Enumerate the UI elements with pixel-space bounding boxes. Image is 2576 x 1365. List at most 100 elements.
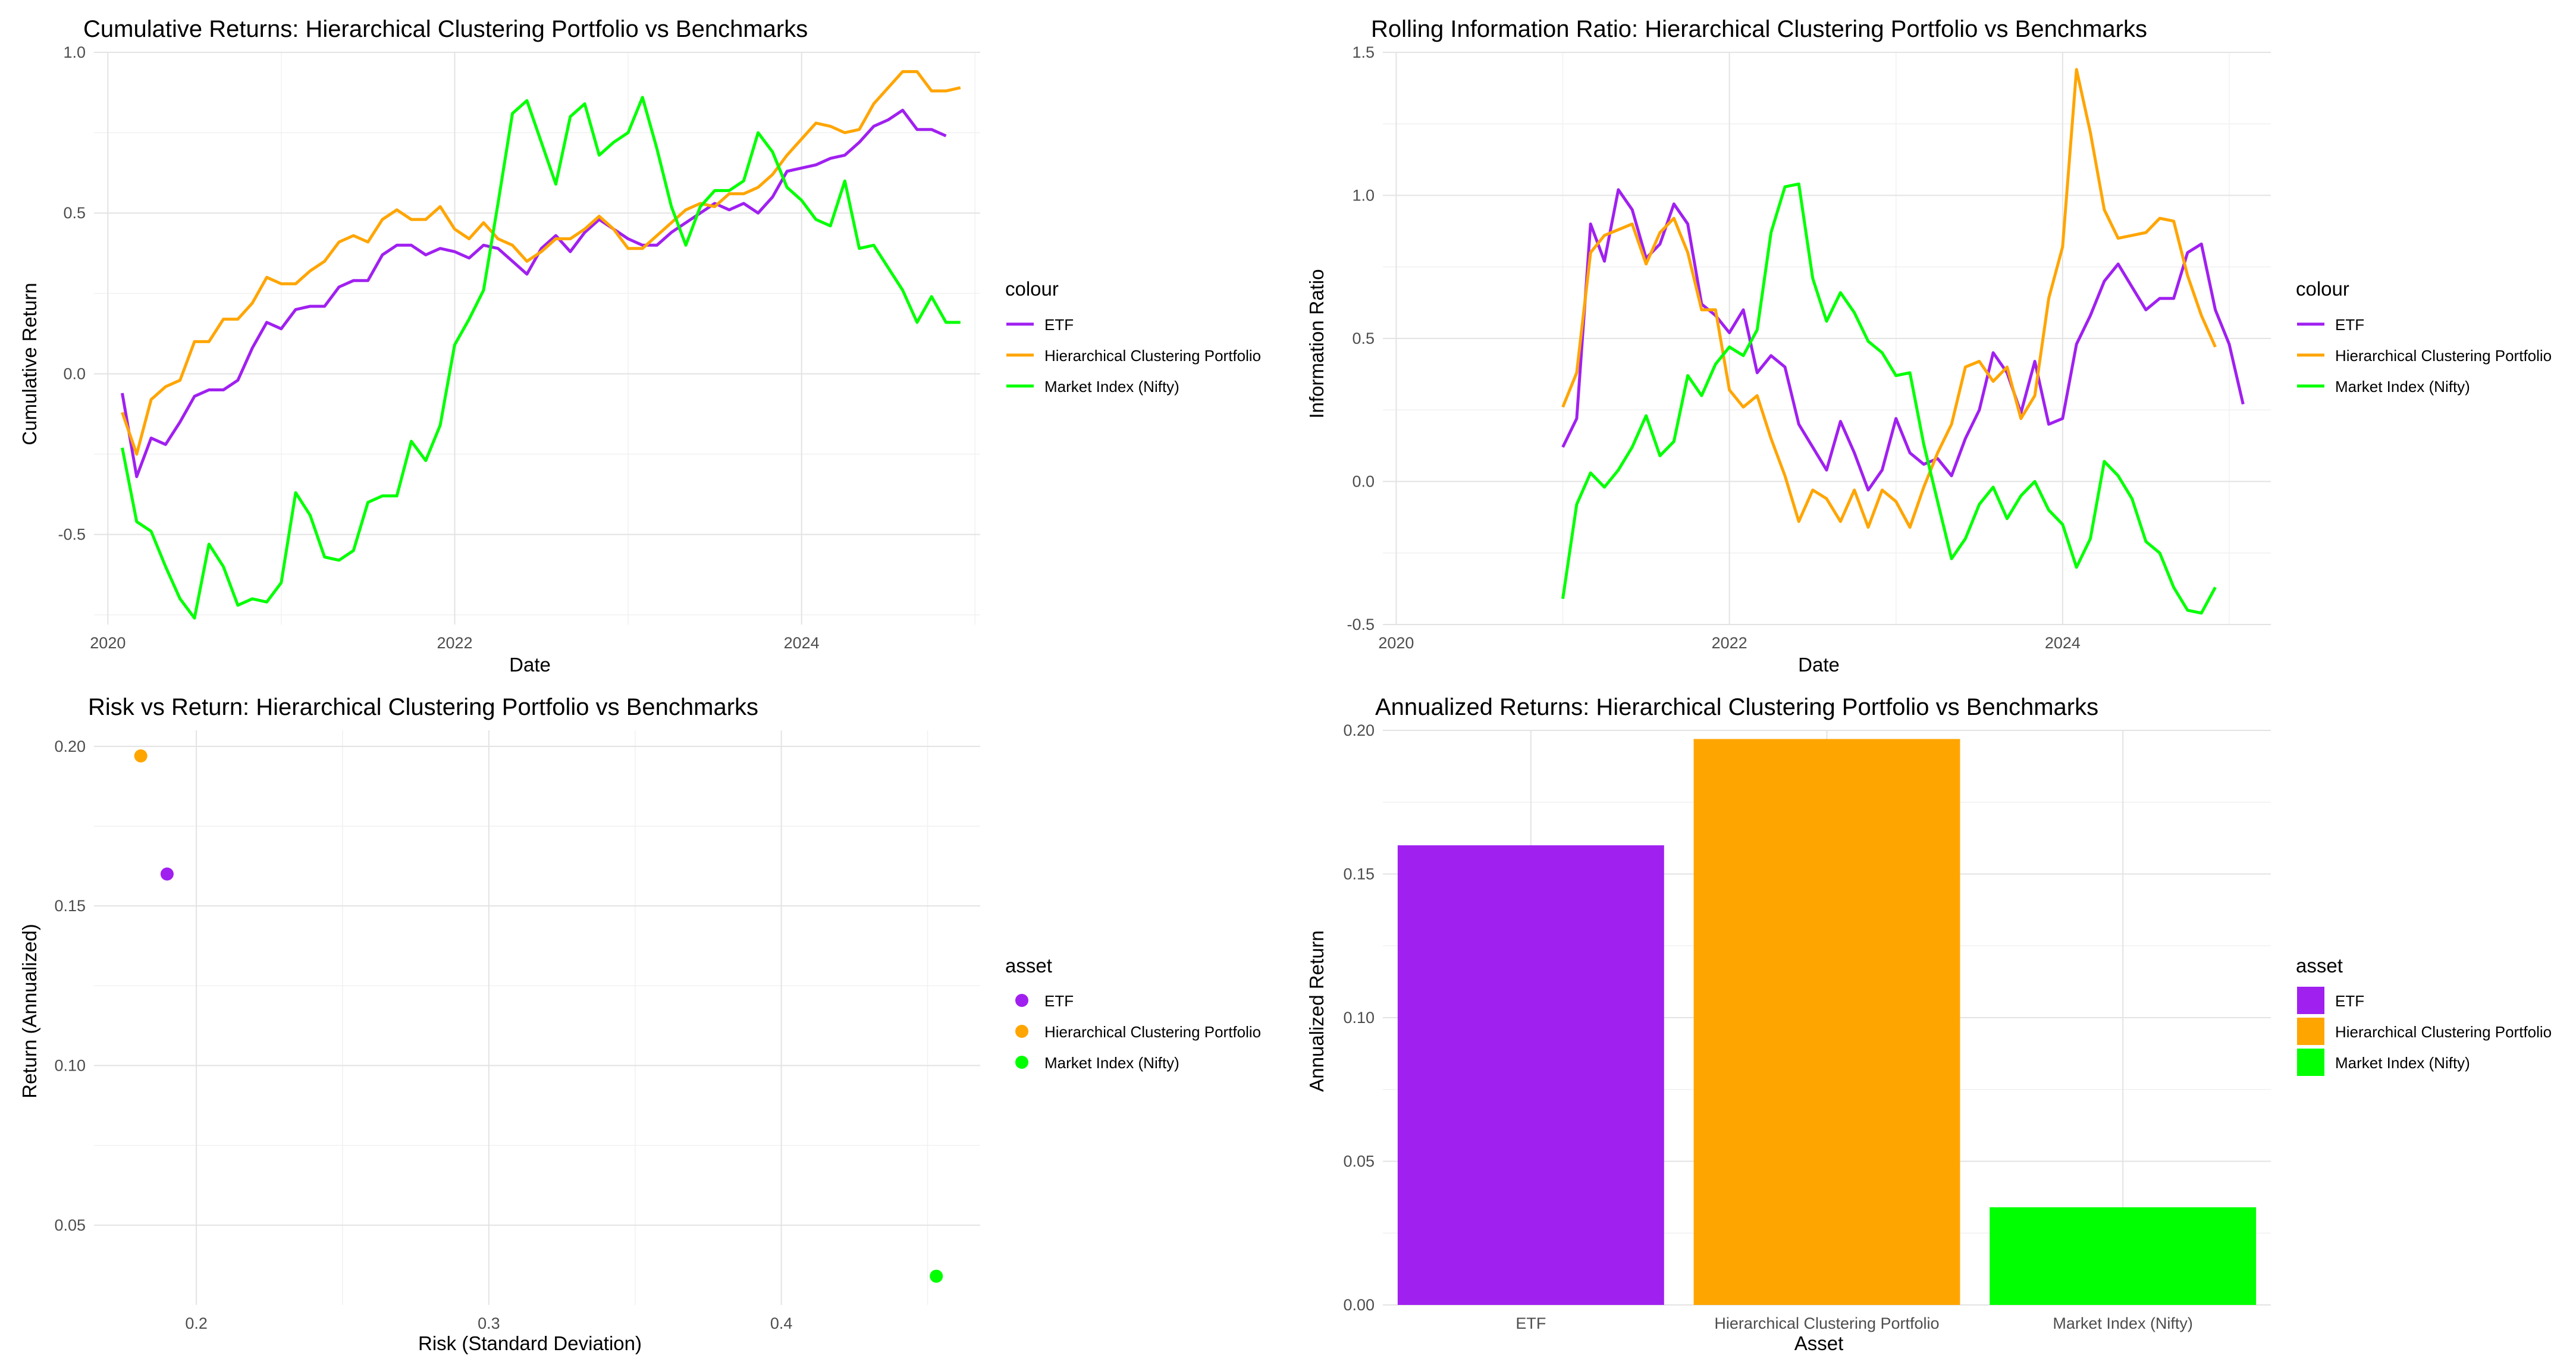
legend-entry: ETF: [2297, 987, 2364, 1014]
y-tick-label: 0.05: [1343, 1153, 1375, 1171]
series-line: [121, 108, 947, 478]
legend-entry: ETF: [2297, 316, 2364, 334]
legend-label: ETF: [2335, 316, 2364, 334]
y-axis-label: Return (Annualized): [18, 924, 40, 1099]
y-tick-label: 0.10: [54, 1057, 86, 1075]
y-axis-label: Information Ratio: [1306, 269, 1328, 418]
legend-title: asset: [2296, 955, 2343, 977]
y-tick-label: 0.10: [1343, 1009, 1375, 1027]
x-tick-label: 0.3: [478, 1314, 500, 1332]
legend-label: Hierarchical Clustering Portfolio: [1044, 347, 1261, 365]
x-tick-labels: 2020 2022 2024: [90, 634, 819, 652]
legend-label: Hierarchical Clustering Portfolio: [2335, 1023, 2552, 1041]
x-tick-label: 2020: [90, 634, 125, 652]
legend: asset ETF Hierarchical Clustering Portfo…: [1005, 955, 1261, 1072]
legend-key-point: [1015, 994, 1028, 1007]
series-line: [1561, 188, 2245, 492]
x-tick-label: Hierarchical Clustering Portfolio: [1714, 1314, 1939, 1332]
scatter-point: [160, 867, 174, 881]
bar: [1693, 739, 1960, 1305]
panel-title: Rolling Information Ratio: Hierarchical …: [1371, 16, 2147, 42]
panel-information-ratio: Rolling Information Ratio: Hierarchical …: [1306, 16, 2552, 676]
y-tick-label: 0.15: [54, 897, 86, 915]
series-lines: [121, 70, 961, 620]
panel-risk-return: Risk vs Return: Hierarchical Clustering …: [18, 694, 1261, 1354]
y-tick-label: 0.00: [1343, 1296, 1375, 1314]
legend: colour ETF Hierarchical Clustering Portf…: [1005, 278, 1261, 396]
y-tick-label: 0.05: [54, 1216, 86, 1234]
legend-key-box: [2297, 1018, 2324, 1045]
series-line: [1561, 68, 2217, 529]
panel-title: Risk vs Return: Hierarchical Clustering …: [88, 694, 758, 720]
series-line: [1561, 182, 2217, 615]
y-tick-label: 1.0: [1352, 187, 1375, 205]
legend-entry: ETF: [1015, 992, 1074, 1010]
legend-entry: Market Index (Nifty): [1015, 1054, 1179, 1072]
grid: [1383, 52, 2271, 625]
y-tick-labels: -0.5 0.0 0.5 1.0: [58, 43, 86, 544]
legend-title: colour: [2296, 278, 2349, 300]
y-tick-label: 1.0: [63, 43, 86, 61]
y-tick-label: -0.5: [58, 526, 86, 544]
legend-label: Market Index (Nifty): [1044, 378, 1179, 396]
panel-title: Cumulative Returns: Hierarchical Cluster…: [83, 16, 808, 42]
x-axis-label: Risk (Standard Deviation): [418, 1332, 642, 1354]
panel-cumulative-returns: Cumulative Returns: Hierarchical Cluster…: [18, 16, 1261, 676]
legend-key-point: [1015, 1056, 1028, 1069]
x-axis-label: Date: [509, 654, 551, 676]
grid: [94, 52, 980, 625]
y-tick-label: -0.5: [1347, 616, 1375, 633]
y-axis-label: Cumulative Return: [18, 283, 40, 445]
scatter-points: [134, 749, 943, 1283]
y-tick-label: 0.20: [1343, 721, 1375, 739]
y-tick-label: 1.5: [1352, 43, 1375, 61]
legend-label: ETF: [1044, 992, 1074, 1010]
series-line: [121, 70, 961, 456]
y-tick-label: 0.5: [63, 204, 86, 222]
scatter-point: [134, 749, 148, 762]
legend-key-box: [2297, 1049, 2324, 1076]
legend-entry: Market Index (Nifty): [1006, 378, 1179, 396]
bar: [1990, 1207, 2257, 1305]
x-tick-label: 2020: [1378, 634, 1414, 652]
x-tick-label: 2024: [2045, 634, 2081, 652]
scatter-point: [930, 1269, 943, 1283]
x-tick-label: Market Index (Nifty): [2053, 1314, 2193, 1332]
x-tick-labels: ETF Hierarchical Clustering Portfolio Mark…: [1516, 1314, 2193, 1332]
legend: colour ETF Hierarchical Clustering Portf…: [2296, 278, 2552, 396]
x-axis-label: Asset: [1794, 1332, 1844, 1354]
series-lines: [1561, 68, 2245, 615]
legend-entry: Hierarchical Clustering Portfolio: [2297, 347, 2552, 365]
bars: [1397, 739, 2257, 1305]
legend-entry: Market Index (Nifty): [2297, 1049, 2470, 1076]
x-tick-labels: 2020 2022 2024: [1378, 634, 2081, 652]
y-tick-label: 0.0: [1352, 473, 1375, 491]
y-tick-labels: 0.00 0.05 0.10 0.15 0.20: [1343, 721, 1375, 1314]
x-tick-label: 2024: [784, 634, 820, 652]
grid: [94, 730, 980, 1305]
legend-label: Market Index (Nifty): [2335, 378, 2470, 396]
legend-label: Hierarchical Clustering Portfolio: [1044, 1023, 1261, 1041]
legend-title: asset: [1005, 955, 1052, 977]
y-tick-label: 0.5: [1352, 330, 1375, 347]
series-line: [121, 96, 961, 620]
legend-label: ETF: [1044, 316, 1074, 334]
x-tick-label: 2022: [437, 634, 472, 652]
y-tick-labels: 0.05 0.10 0.15 0.20: [54, 738, 86, 1234]
legend-label: Hierarchical Clustering Portfolio: [2335, 347, 2552, 365]
panel-annualized-returns: Annualized Returns: Hierarchical Cluster…: [1306, 694, 2552, 1354]
legend-label: Market Index (Nifty): [1044, 1054, 1179, 1072]
legend-title: colour: [1005, 278, 1059, 300]
legend: asset ETF Hierarchical Clustering Portfo…: [2296, 955, 2552, 1076]
x-tick-labels: 0.2 0.3 0.4: [185, 1314, 792, 1332]
legend-entry: Market Index (Nifty): [2297, 378, 2470, 396]
x-tick-label: 0.2: [185, 1314, 208, 1332]
legend-entry: ETF: [1006, 316, 1074, 334]
bar: [1397, 845, 1664, 1305]
legend-entry: Hierarchical Clustering Portfolio: [1015, 1023, 1261, 1041]
legend-entry: Hierarchical Clustering Portfolio: [2297, 1018, 2552, 1045]
y-tick-label: 0.0: [63, 365, 86, 382]
y-tick-label: 0.15: [1343, 865, 1375, 883]
